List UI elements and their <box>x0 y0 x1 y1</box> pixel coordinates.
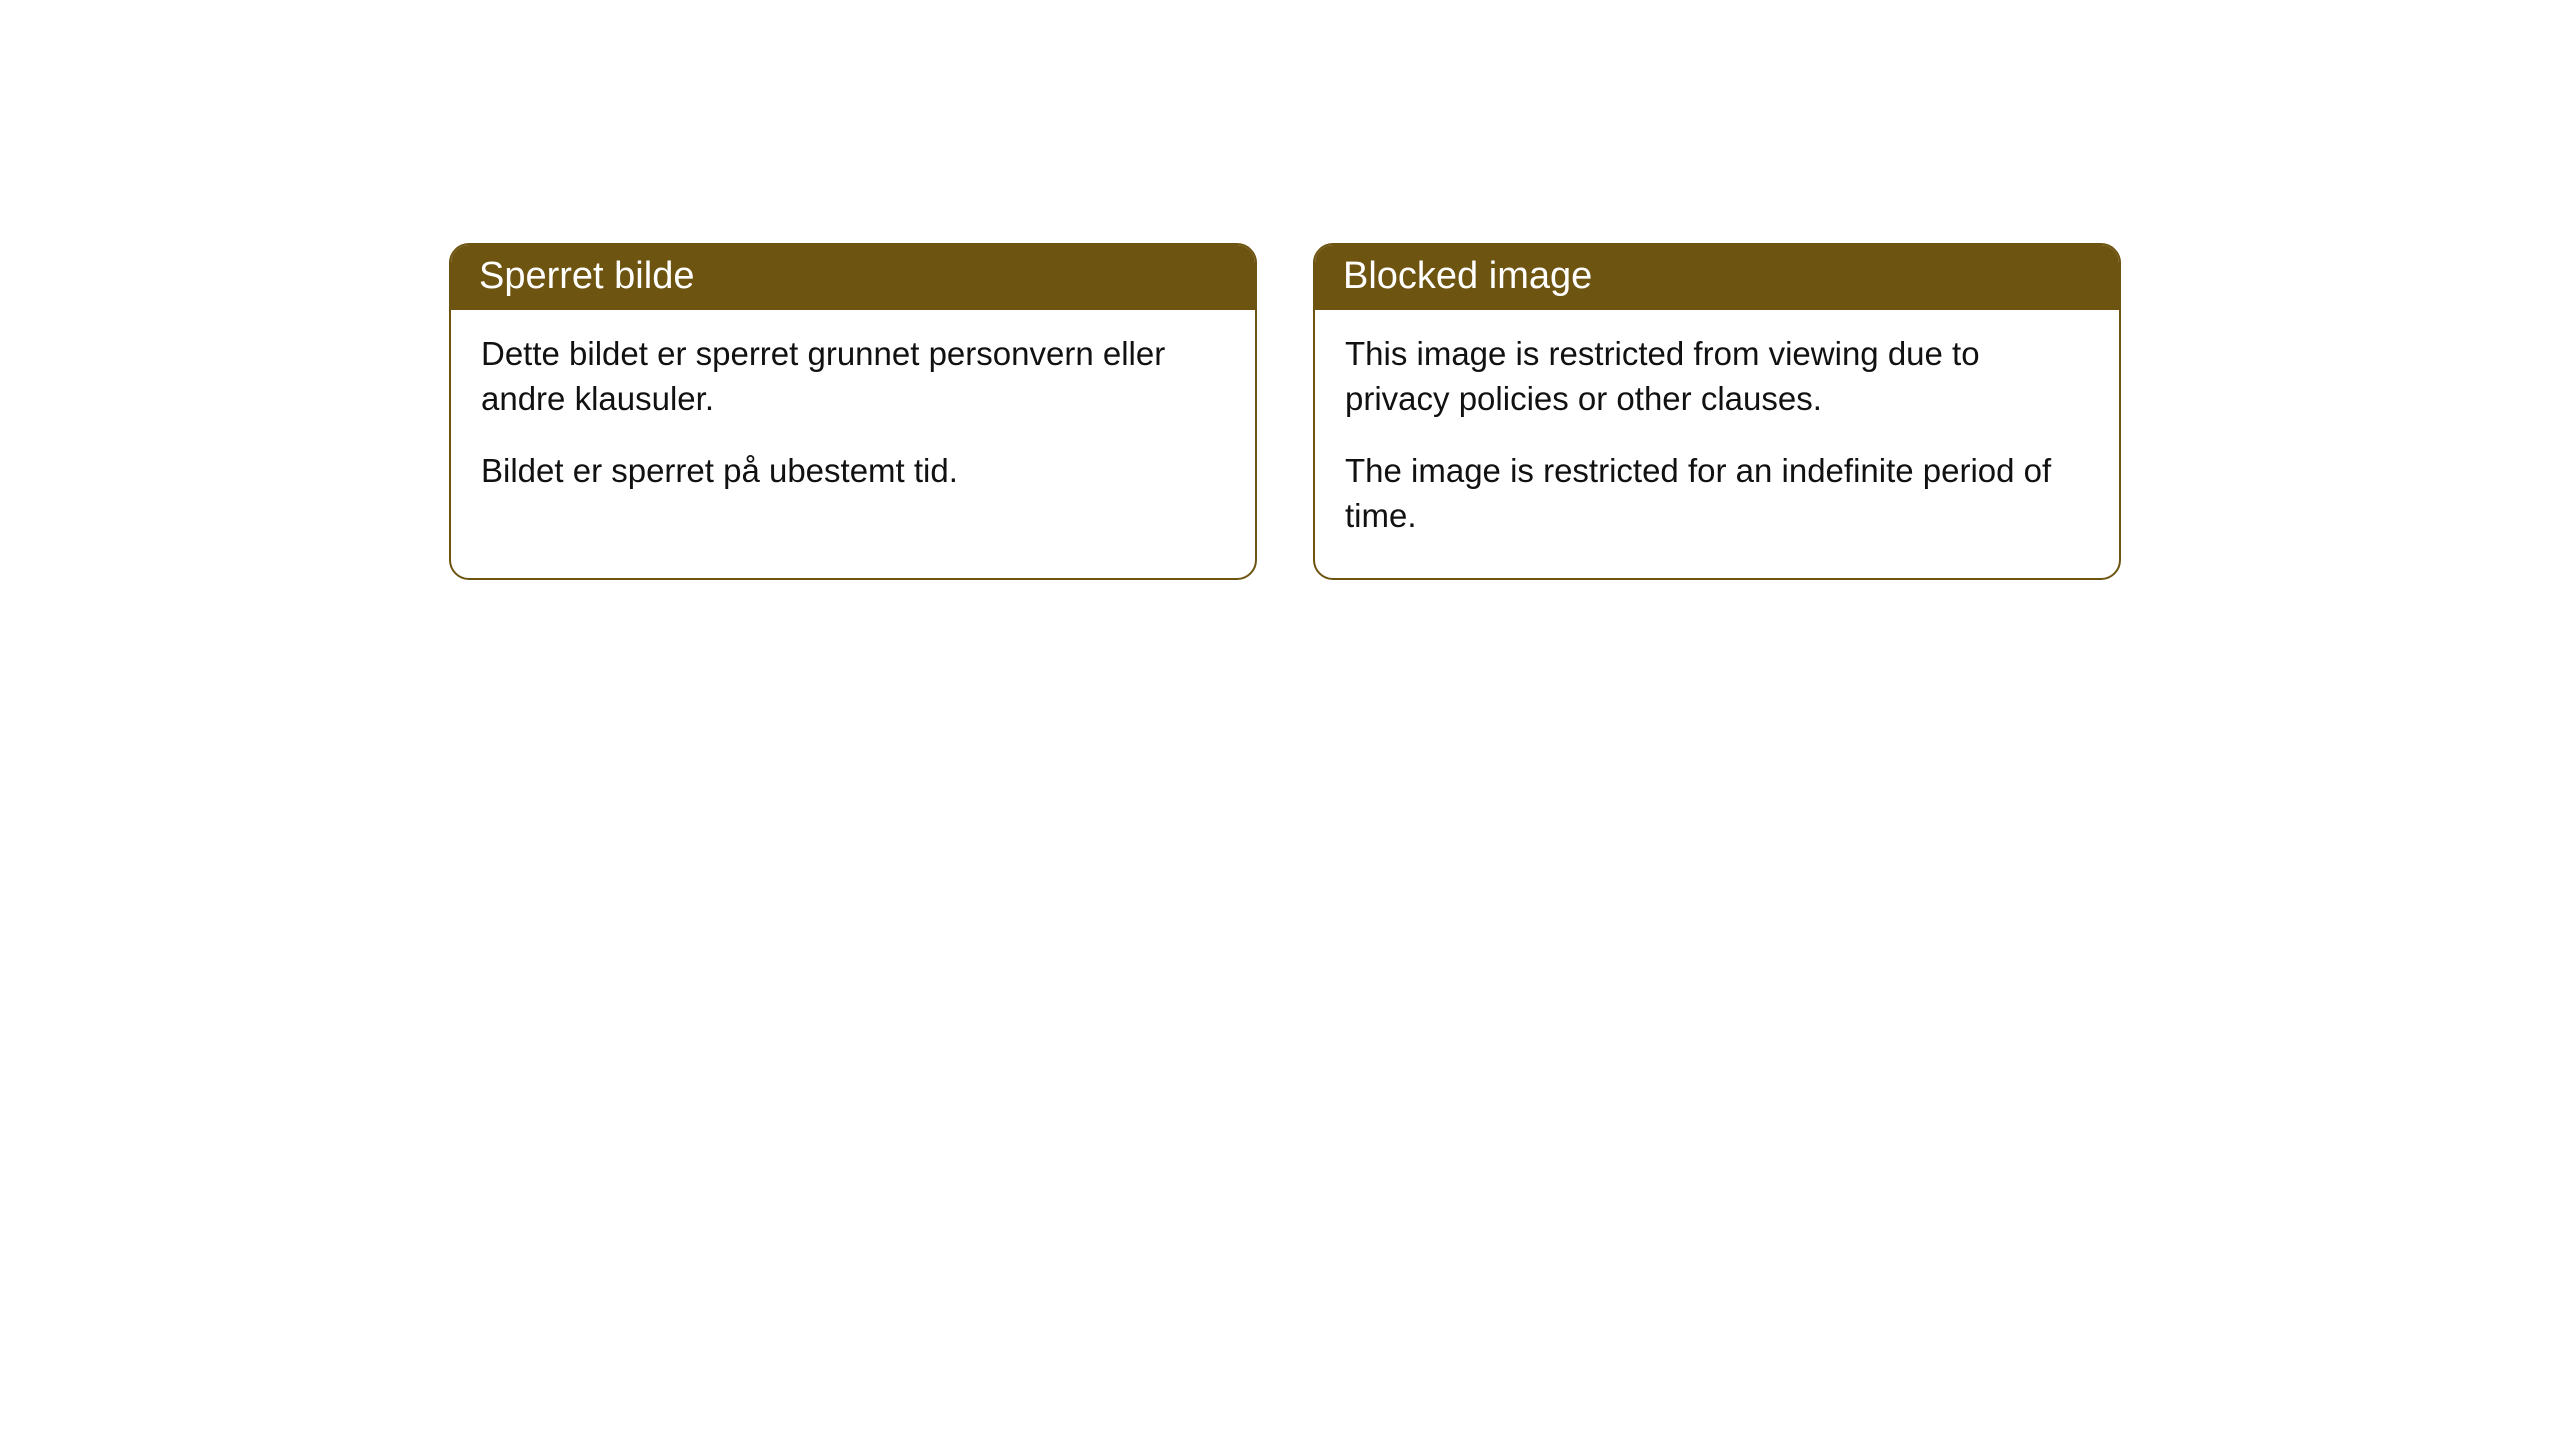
notice-title-norwegian: Sperret bilde <box>479 255 694 297</box>
notice-card-english: Blocked image This image is restricted f… <box>1313 243 2121 580</box>
notice-paragraph-2-norwegian: Bildet er sperret på ubestemt tid. <box>481 449 1225 494</box>
notice-header-norwegian: Sperret bilde <box>451 245 1255 310</box>
notice-body-norwegian: Dette bildet er sperret grunnet personve… <box>451 310 1255 534</box>
notice-title-english: Blocked image <box>1343 255 1592 297</box>
notice-card-norwegian: Sperret bilde Dette bildet er sperret gr… <box>449 243 1257 580</box>
notice-header-english: Blocked image <box>1315 245 2119 310</box>
notice-container: Sperret bilde Dette bildet er sperret gr… <box>449 243 2121 580</box>
notice-paragraph-2-english: The image is restricted for an indefinit… <box>1345 449 2089 538</box>
notice-paragraph-1-norwegian: Dette bildet er sperret grunnet personve… <box>481 332 1225 421</box>
notice-body-english: This image is restricted from viewing du… <box>1315 310 2119 578</box>
notice-paragraph-1-english: This image is restricted from viewing du… <box>1345 332 2089 421</box>
